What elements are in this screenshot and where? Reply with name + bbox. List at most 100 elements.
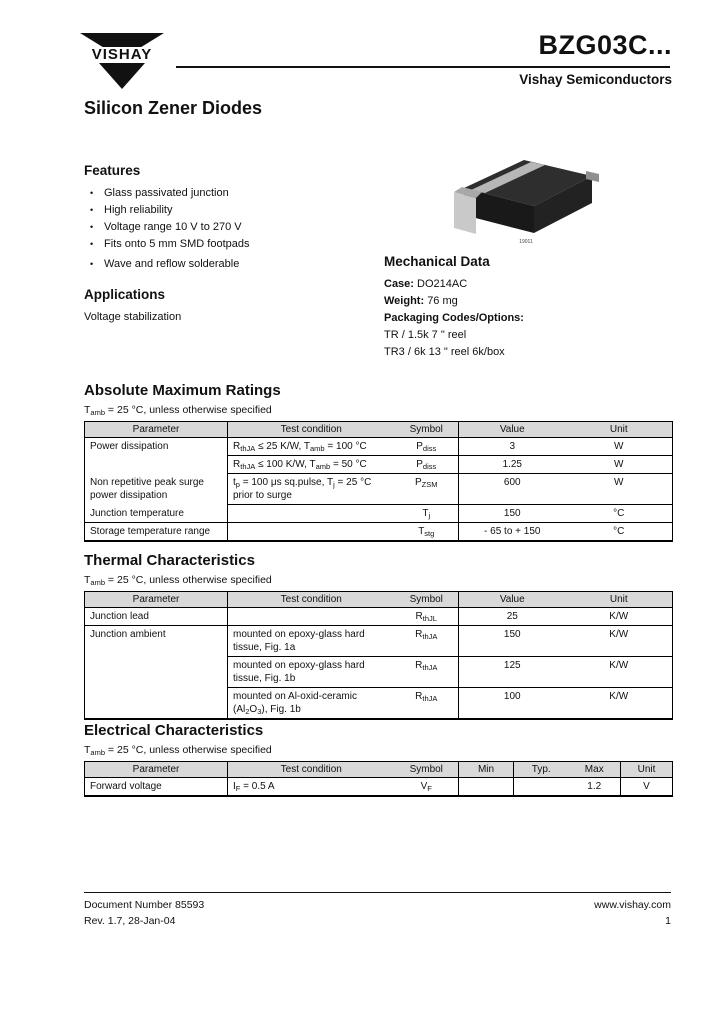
table-row: Storage temperature range Tstg - 65 to +… [84,522,673,541]
packaging-option: TR / 1.5k 7 " reel [384,329,467,341]
value-cell: 600 [458,473,566,505]
max-cell: 1.2 [587,781,602,792]
parameter-cell: Forward voltage [90,781,162,792]
symbol-cell: Pdiss [416,441,437,453]
symbol-cell: RthJA [394,625,459,657]
test-condition-cell: mounted on epoxy-glass hard tissue, Fig.… [227,625,395,657]
electrical-section: Electrical Characteristics Tamb = 25 °C,… [84,722,674,797]
feature-item: • Fits onto 5 mm SMD footpads [84,236,384,253]
vishay-logo: VISHAY [80,33,164,89]
value-cell: 100 [458,687,566,719]
electrical-table: Parameter Test condition Symbol Min Typ.… [84,761,673,797]
unit-cell: K/W [609,611,629,622]
parameter-cell: Junction temperature [90,507,184,519]
feature-text: Glass passivated junction [104,187,229,199]
unit-cell: °C [565,504,673,523]
header-row: Parameter Test condition Symbol Value Un… [84,591,673,608]
feature-text: High reliability [104,204,173,216]
value-cell: 150 [458,625,566,657]
value-cell: 150 [458,504,566,523]
value-cell: 125 [458,656,566,688]
column-header: Test condition [227,761,395,778]
value-cell: - 65 to + 150 [458,522,566,541]
electrical-heading: Electrical Characteristics [84,722,264,739]
test-condition-cell: RthJA ≤ 100 K/W, Tamb = 50 °C [227,455,395,474]
feature-item: • Voltage range 10 V to 270 V [84,219,384,236]
header-row: Parameter Test condition Symbol Value Un… [84,421,673,438]
table-row: Non repetitive peak surge power dissipat… [85,473,673,505]
weight-line: Weight: 76 mg [384,293,684,310]
logo-triangle-bottom-icon [99,63,145,89]
column-header: Symbol [394,421,459,438]
feature-text: Fits onto 5 mm SMD footpads [104,238,250,250]
logo-triangle-top-icon [80,33,164,47]
abs-max-table: Parameter Test condition Symbol Value Un… [84,421,673,542]
table-row: RthJA ≤ 100 K/W, Tamb = 50 °C Pdiss 1.25… [85,455,673,474]
column-header: Typ. [513,761,569,778]
bullet-icon: • [90,205,94,215]
parameter-cell: Storage temperature range [84,522,228,541]
feature-text: Voltage range 10 V to 270 V [104,221,242,233]
footer-right: www.vishay.com 1 [594,897,671,929]
symbol-cell: PZSM [394,473,459,505]
weight-value: 76 mg [427,295,458,307]
table-row: Junction temperature Tj 150 °C [85,504,673,523]
column-header: Unit [565,591,673,608]
applications-section: Applications Voltage stabilization [84,287,384,325]
table-row: mounted on Al-oxid-ceramic (Al2O3), Fig.… [85,687,673,719]
header-rule [176,66,670,68]
test-condition-cell: IF = 0.5 A [227,777,395,796]
symbol-cell: VF [420,781,432,793]
value-cell: 25 [458,607,566,626]
header-row: Parameter Test condition Symbol Min Typ.… [84,761,673,778]
symbol-cell: Pdiss [394,455,459,474]
test-condition-cell [227,504,395,523]
packaging-option: TR3 / 6k 13 " reel 6k/box [384,346,505,358]
unit-cell: V [620,777,673,796]
table-row: mounted on epoxy-glass hard tissue, Fig.… [85,656,673,688]
abs-max-condition-note: Tamb = 25 °C, unless otherwise specified [84,404,272,417]
unit-cell: W [565,473,673,505]
min-cell [458,777,514,796]
mechanical-heading: Mechanical Data [384,254,490,269]
column-header: Test condition [227,421,395,438]
packaging-label: Packaging Codes/Options: [384,312,524,324]
parameter-cell: Junction lead [90,611,149,622]
column-header: Value [458,591,566,608]
table-row: Power dissipation RthJA ≤ 25 K/W, Tamb =… [85,437,673,456]
bullet-icon: • [90,222,94,232]
case-line: Case: DO214AC [384,276,684,293]
case-label: Case: [384,278,414,290]
packaging-label-line: Packaging Codes/Options: [384,310,684,327]
abs-max-section: Absolute Maximum Ratings Tamb = 25 °C, u… [84,382,674,542]
test-condition-cell [227,607,395,626]
column-header: Parameter [84,761,228,778]
weight-label: Weight: [384,295,425,307]
thermal-condition-note: Tamb = 25 °C, unless otherwise specified [84,574,272,587]
applications-text: Voltage stabilization [84,311,182,323]
division-name: Vishay Semiconductors [519,72,672,87]
table-row: Junction lead RthJL 25 K/W [85,607,673,626]
test-condition-cell: mounted on epoxy-glass hard tissue, Fig.… [227,656,395,688]
vishay-wordmark: VISHAY [91,46,153,63]
smd-diode-image [454,160,599,234]
column-header: Value [458,421,566,438]
thermal-table: Parameter Test condition Symbol Value Un… [84,591,673,720]
column-header: Parameter [84,591,228,608]
table-row: Forward voltage IF = 0.5 A VF 1.2 V [85,777,673,796]
unit-cell: °C [565,522,673,541]
applications-heading: Applications [84,287,166,302]
case-value: DO214AC [417,278,468,290]
symbol-cell: RthJL [415,611,437,623]
test-condition-cell: tp = 100 μs sq.pulse, Tj = 25 °C prior t… [227,473,395,505]
unit-cell: W [614,441,624,452]
thermal-heading: Thermal Characteristics [84,552,255,569]
parameter-cell: Junction ambient [84,625,228,657]
column-header: Unit [620,761,673,778]
unit-cell: K/W [565,625,673,657]
parameter-cell: Power dissipation [90,441,169,452]
parameter-cell: Non repetitive peak surge power dissipat… [90,476,204,501]
symbol-cell: RthJA [394,687,459,719]
electrical-condition-note: Tamb = 25 °C, unless otherwise specified [84,744,272,757]
